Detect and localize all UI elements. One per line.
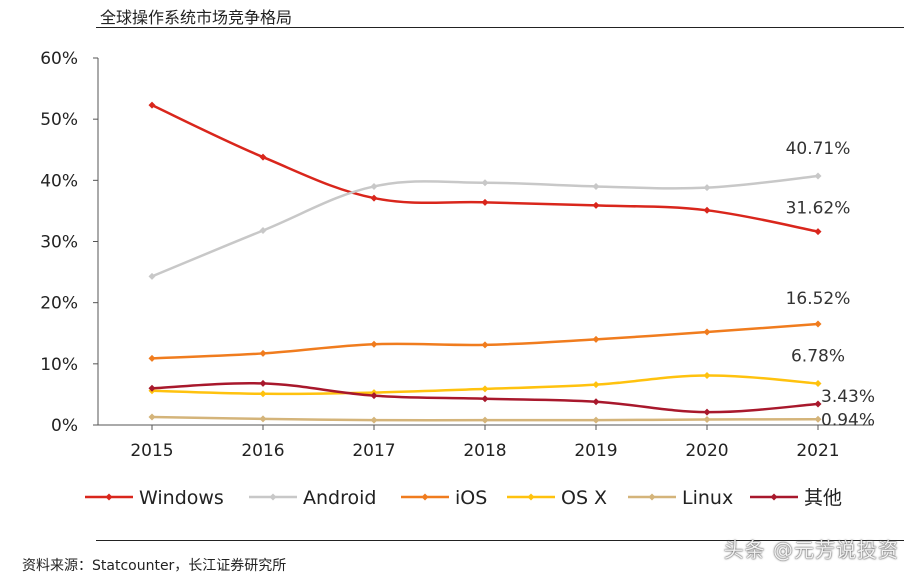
end-label-ios: 16.52% [786,289,851,309]
chart-axes: 0% 10% 20% 30% 40% 50% 60% 2015 2016 2017 2018 2019… [40,49,873,461]
data-point-android [259,226,267,234]
data-point-其他 [814,400,822,408]
y-tick-label: 40% [40,171,78,191]
data-point-linux [481,416,489,424]
y-tick-label: 10% [40,355,78,375]
data-point-windows [370,194,378,202]
data-point-windows [148,101,156,109]
data-point-windows [481,198,489,206]
end-label-其他: 3.43% [821,387,875,407]
end-label-linux: 0.94% [821,410,875,430]
chart-series [148,101,822,424]
data-point-windows [703,206,711,214]
x-tick-label: 2015 [130,441,173,461]
data-point-os-x [481,385,489,393]
data-point-ios [703,328,711,336]
data-point-ios [259,349,267,357]
legend-label-其他: 其他 [804,487,842,509]
data-point-android [814,172,822,180]
x-tick-label: 2016 [241,441,284,461]
data-point-其他 [148,384,156,392]
data-point-linux [814,415,822,423]
data-point-linux [370,416,378,424]
series-line-ios [151,322,819,360]
y-tick-label: 30% [40,233,78,253]
source-note: 资料来源：Statcounter，长江证券研究所 [22,558,287,574]
legend-marker-android [269,493,277,501]
data-point-ios [814,320,822,328]
data-point-os-x [703,371,711,379]
data-point-linux [259,415,267,423]
data-point-windows [592,201,600,209]
series-line-windows [151,103,819,233]
data-point-linux [592,416,600,424]
chart-legend: Windows Android iOS OS X Linux 其他 [85,487,842,509]
data-point-ios [370,340,378,348]
legend-marker-os-x [527,493,535,501]
legend-marker-linux [648,493,656,501]
legend-marker-其他 [770,493,778,501]
series-line-android [151,174,819,278]
data-point-windows [259,153,267,161]
bottom-rule [96,540,904,541]
data-point-linux [148,413,156,421]
legend-marker-ios [421,493,429,501]
chart-end-labels: 31.62% 40.71% 16.52% 6.78% 0.94% 3.43% [786,139,875,430]
x-tick-label: 2019 [574,441,617,461]
data-point-android [148,272,156,280]
data-point-ios [481,341,489,349]
data-point-其他 [481,395,489,403]
x-tick-label: 2017 [352,441,395,461]
top-rule [96,27,904,28]
y-tick-label: 60% [40,49,78,69]
data-point-其他 [370,392,378,400]
y-tick-label: 20% [40,294,78,314]
end-label-os-x: 6.78% [791,347,845,367]
data-point-android [703,184,711,192]
legend-label-windows: Windows [139,487,224,509]
y-tick-label: 0% [51,416,78,436]
legend-label-android: Android [303,487,376,509]
x-tick-label: 2020 [685,441,728,461]
data-point-os-x [592,381,600,389]
data-point-其他 [259,379,267,387]
data-point-android [592,182,600,190]
data-point-ios [148,354,156,362]
legend-label-linux: Linux [682,487,733,509]
data-point-windows [814,228,822,236]
y-tick-label: 50% [40,110,78,130]
end-label-android: 40.71% [786,139,851,159]
legend-marker-windows [105,493,113,501]
data-point-其他 [703,408,711,416]
legend-label-os-x: OS X [561,487,607,509]
watermark: 头条 @元芳说投资 [723,538,899,562]
data-point-android [370,182,378,190]
end-label-windows: 31.62% [786,199,851,219]
data-point-其他 [592,398,600,406]
data-point-linux [703,415,711,423]
data-point-android [481,179,489,187]
data-point-os-x [259,390,267,398]
x-tick-label: 2021 [796,441,839,461]
x-tick-label: 2018 [463,441,506,461]
legend-label-ios: iOS [455,487,487,509]
chart-title: 全球操作系统市场竞争格局 [100,8,293,27]
data-point-ios [592,335,600,343]
data-point-os-x [814,380,822,388]
